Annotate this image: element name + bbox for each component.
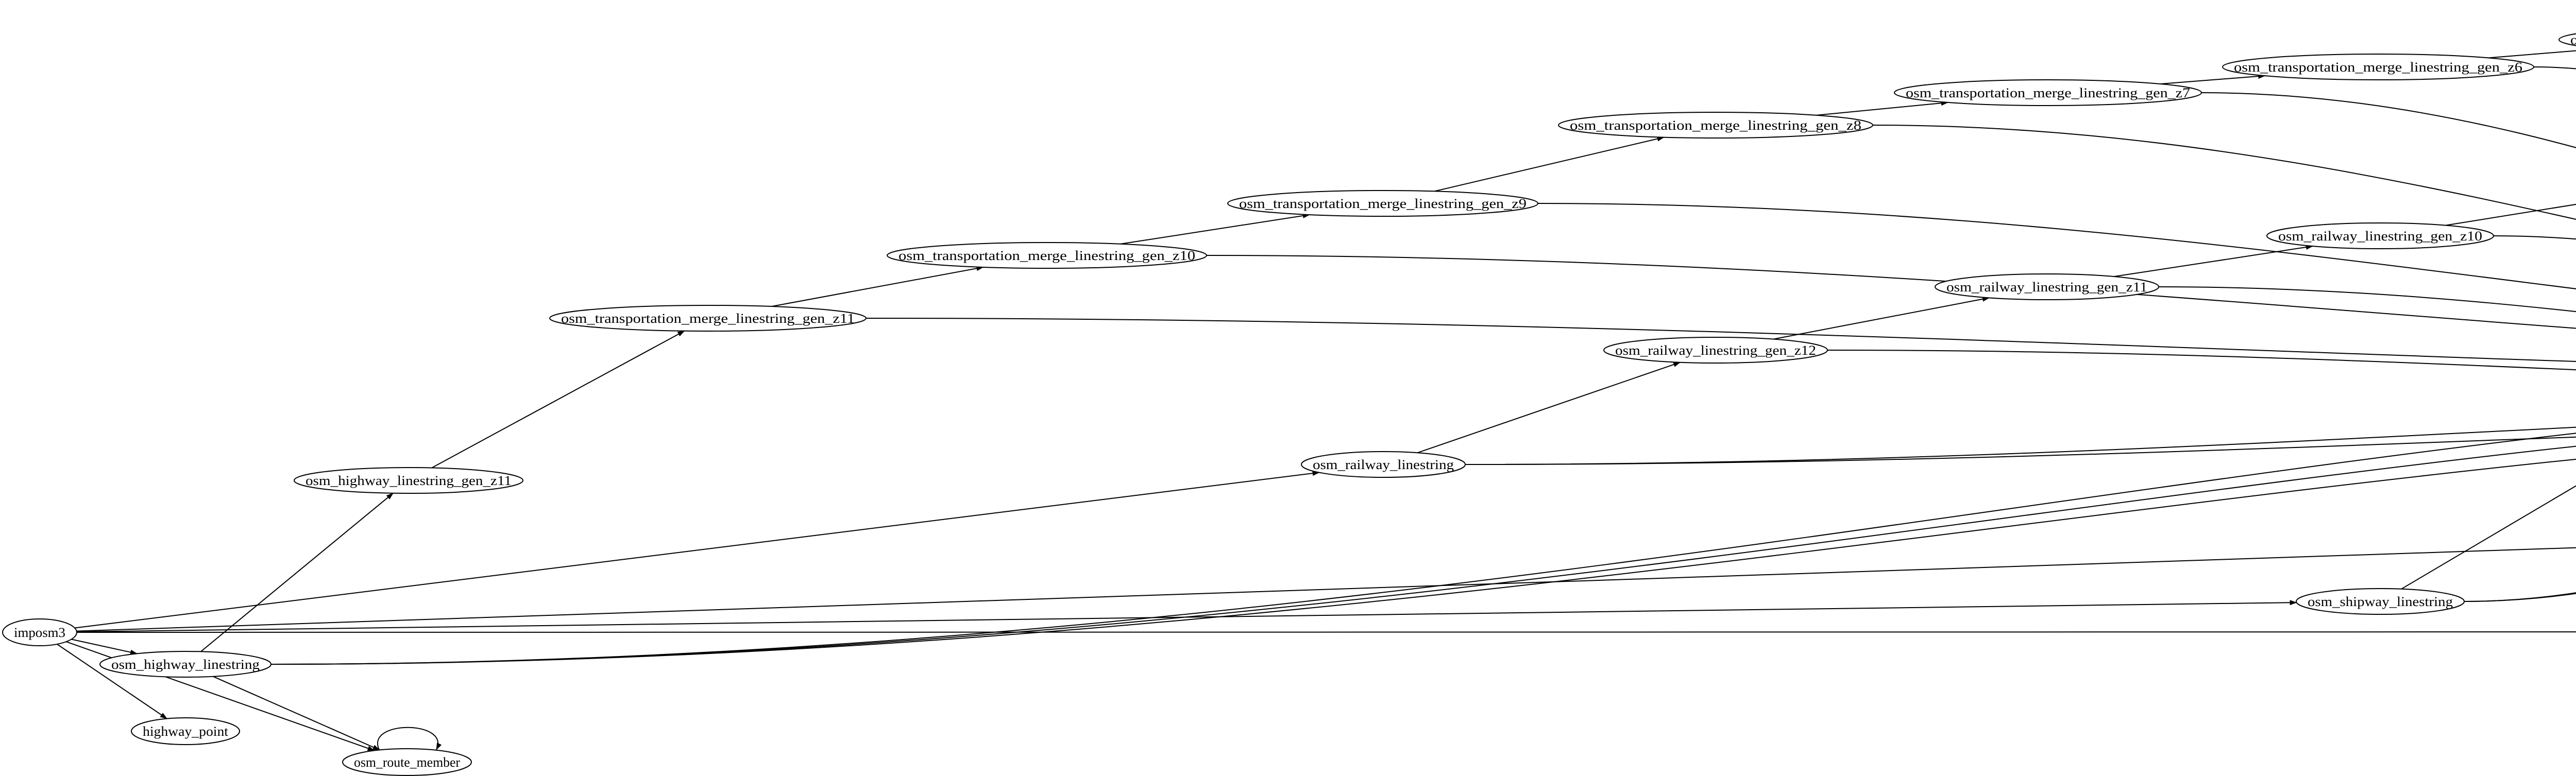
nodes-layer: imposm3 osm_highway_linestring highway_p… [2,32,2576,776]
edge-osm_highway_linestring-to-row-z12 [270,433,2576,665]
edge-osm_transportation_merge_linestring_gen_z10-to-osm_transportation_merge_linestring_gen_z9 [1120,213,1310,245]
node-osm-highway-linestring-gen-z11: osm_highway_linestring_gen_z11 [294,467,523,494]
edge-osm_railway_linestring_gen_z10-to-osm_railway_linestring_gen_z9 [2445,203,2576,226]
node-osm-railway-linestring: osm_railway_linestring [1301,451,1466,478]
node-osm-transportation-merge-linestring-gen-z8: osm_transportation_merge_linestring_gen_… [1558,112,1873,139]
node-osm-highway-linestring: osm_highway_linestring [99,651,272,678]
node-ellipse [99,651,272,678]
node-ellipse [549,305,867,332]
node-label: osm_transportation_merge_linestring_gen_… [561,311,855,326]
edges-layer [57,50,2576,751]
edge-imposm3-to-highway_point [57,644,167,719]
node-label: osm_transportation_merge_linestring_gen_… [1570,118,1861,133]
node-ellipse [2,618,77,646]
edge-osm_highway_linestring-to-row-z14+ [270,458,2576,665]
node-ellipse [1603,337,1828,364]
edge-osm_transportation_merge_linestring_gen_z8-to-row-z8 [1872,125,2576,220]
node-label: osm_transportation_merge_linestring_gen_… [2234,60,2522,75]
node-ellipse [1558,112,1873,139]
node-label: osm_route_member [354,755,460,770]
edge-osm_railway_linestring-to-row-z13 [1465,426,2576,465]
node-osm-shipway-linestring: osm_shipway_linestring [2296,588,2465,615]
edge-osm_railway_linestring_gen_z12-to-osm_railway_linestring_gen_z11 [1773,296,1990,340]
node-ellipse [2558,33,2576,46]
node-osm-transportation-merge-linestring-gen-z9: osm_transportation_merge_linestring_gen_… [1227,190,1538,217]
edge-osm_transportation_merge_linestring_gen_z9-to-osm_transportation_merge_linestring_gen_z8 [1434,136,1665,192]
node-imposm3: imposm3 [2,618,77,646]
edge-osm_railway_linestring-to-osm_railway_linestring_gen_z12 [1417,361,1681,454]
edge-osm_railway_linestring-to-row-z14+ [1465,436,2576,465]
edge-osm_transportation_merge_linestring_gen_z7-to-osm_transportation_merge_linestring_gen_z6 [2160,74,2266,84]
node-osm-transportation-merge-linestring-gen-z6: osm_transportation_merge_linestring_gen_… [2222,54,2534,80]
edge-osm_railway_linestring_gen_z10-to-row-z10 [2493,235,2576,240]
edge-osm_highway_linestring-to-osm_highway_linestring_gen_z11 [200,493,394,652]
node-ellipse [2266,222,2494,249]
edge-osm_transportation_merge_linestring_gen_z11-to-row-z11 [866,318,2576,362]
edge-osm_highway_linestring-to-osm_route_member [213,676,380,751]
node-osm-railway-linestring-gen-z12: osm_railway_linestring_gen_z12 [1603,337,1828,364]
node-osm-railway-linestring-gen-z10: osm_railway_linestring_gen_z10 [2266,222,2494,249]
node-label: osm_transportation_merge_linestring_gen_… [1906,85,2190,100]
node-ellipse [294,467,523,494]
node-label: osm_railway_linestring_gen_z10 [2278,229,2482,244]
edge-osm_transportation_merge_linestring_gen_z6-to-osm_transportation_merge_linestring_gen_z5 [2488,50,2576,59]
node-label: osm_shipway_linestring [2308,594,2453,609]
node-ellipse [1301,451,1466,478]
node-ellipse [342,748,472,776]
node-ellipse [887,242,1207,269]
node-ellipse [131,717,240,745]
node-label: osm_highway_linestring_gen_z11 [306,473,512,488]
node-label: osm_transportation_merge_linestring_gen_… [2570,32,2576,47]
node-label: osm_highway_linestring [111,657,260,672]
node-label: osm_railway_linestring_gen_z12 [1615,343,1816,358]
edge-osm_route_member-to-osm_route_member [377,727,442,751]
edge-imposm3-to-osm_aerialway_linestring [76,547,2576,632]
edge-osm_railway_linestring_gen_z12-to-row-z12 [1827,350,2576,371]
node-osm-transportation-merge-linestring-gen-z7: osm_transportation_merge_linestring_gen_… [1894,79,2202,106]
edge-osm_highway_linestring_gen_z11-to-osm_transportation_merge_linestring_gen_z11 [431,330,685,469]
edge-osm_transportation_merge_linestring_gen_z10-to-row-z10 [1206,255,2576,329]
node-osm-railway-linestring-gen-z11: osm_railway_linestring_gen_z11 [1935,273,2159,300]
edge-osm_transportation_merge_linestring_gen_z11-to-osm_transportation_merge_linestring_gen_z10 [771,266,984,307]
edge-osm_transportation_merge_linestring_gen_z7-to-row-z7 [2201,92,2576,148]
edge-osm_railway_linestring_gen_z11-to-row-z11 [2158,286,2576,313]
node-ellipse [2222,54,2534,80]
node-ellipse [2296,588,2465,615]
edge-osm_transportation_merge_linestring_gen_z8-to-osm_transportation_merge_linestring_gen_z7 [1817,100,1948,116]
node-label: osm_transportation_merge_linestring_gen_… [899,248,1195,263]
node-ellipse [1935,273,2159,300]
edge-osm_transportation_merge_linestring_gen_z9-to-row-z9 [1537,203,2576,289]
edge-osm_railway_linestring_gen_z11-to-osm_railway_linestring_gen_z10 [2114,245,2313,277]
node-label: osm_transportation_merge_linestring_gen_… [1239,196,1527,211]
node-ellipse [1894,79,2202,106]
node-osm-transportation-merge-linestring-gen-z5: osm_transportation_merge_linestring_gen_… [2558,32,2576,47]
node-osm-route-member: osm_route_member [342,748,472,776]
node-osm-transportation-merge-linestring-gen-z10: osm_transportation_merge_linestring_gen_… [887,242,1207,269]
edge-osm_transportation_merge_linestring_gen_z6-to-row-z6 [2533,66,2576,70]
node-label: highway_point [143,724,229,739]
node-label: osm_railway_linestring_gen_z11 [1946,280,2147,295]
edge-imposm3-to-osm_highway_linestring [71,639,138,655]
node-ellipse [1227,190,1538,217]
node-osm-transportation-merge-linestring-gen-z11: osm_transportation_merge_linestring_gen_… [549,305,867,332]
node-highway-point: highway_point [131,717,240,745]
edge-osm_highway_linestring-to-row-z13 [270,445,2576,665]
node-label: imposm3 [14,625,65,640]
edge-imposm3-to-osm_railway_linestring [74,471,1320,629]
edge-osm_shipway_linestring-to-osm_shipway_linestring_gen_z12 [2401,485,2576,590]
node-label: osm_railway_linestring [1313,457,1454,472]
